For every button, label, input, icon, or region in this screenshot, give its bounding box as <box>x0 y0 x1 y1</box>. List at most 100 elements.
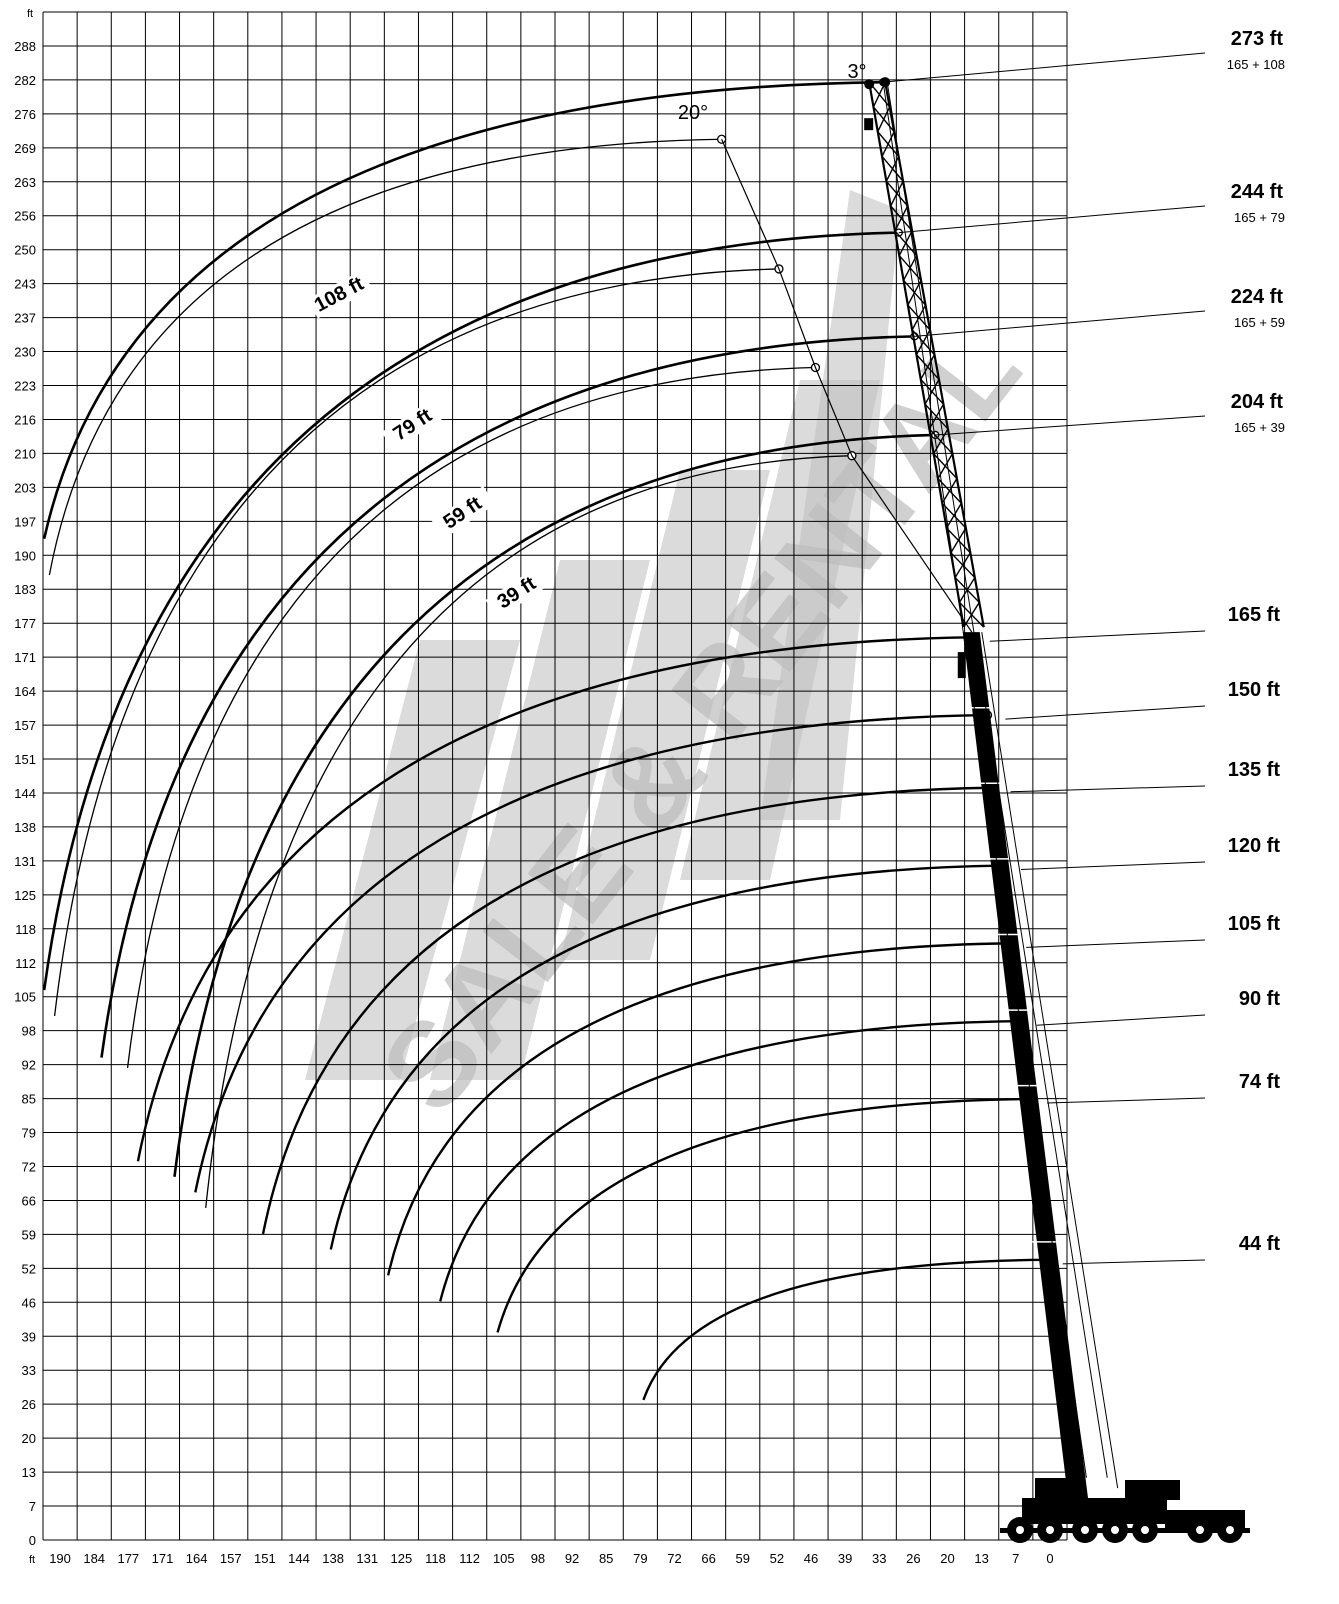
boom-length-label: 150 ft <box>1228 679 1281 701</box>
y-tick-label: 92 <box>22 1058 36 1073</box>
hook-block <box>957 652 966 679</box>
jib-config-label: 224 ft <box>1231 286 1284 308</box>
jib-radius-curve-20deg <box>48 138 722 576</box>
x-tick-label: 26 <box>906 1551 920 1566</box>
wheel-hub <box>1196 1526 1204 1534</box>
main-boom <box>962 632 1090 1515</box>
y-tick-label: 190 <box>14 548 36 563</box>
jib-lattice-brace <box>877 106 891 133</box>
jib-config-label: 244 ft <box>1231 181 1284 203</box>
offset-angle-label: 20° <box>678 102 708 124</box>
pendant-line <box>981 632 1119 1489</box>
y-tick-label: 131 <box>14 854 36 869</box>
y-tick-label: 105 <box>14 990 36 1005</box>
boom-length-label: 90 ft <box>1239 988 1280 1010</box>
wheel-hub <box>1081 1526 1089 1534</box>
x-tick-label: 66 <box>701 1551 715 1566</box>
jib-config-sublabel: 165 + 108 <box>1227 57 1285 72</box>
leader-line <box>914 310 1206 337</box>
y-tick-label: 72 <box>22 1159 36 1174</box>
y-tick-label: 125 <box>14 888 36 903</box>
axes: 0 7 13 20 26 33 39 46 52 59 66 72 79 85 92 98 105 112 118 1… <box>14 8 1053 1566</box>
y-tick-label: 20 <box>22 1431 36 1446</box>
watermark-logo-stroke <box>760 190 900 820</box>
x-tick-label: 33 <box>872 1551 886 1566</box>
x-tick-label: 138 <box>322 1551 344 1566</box>
jib-config-label: 204 ft <box>1231 391 1284 413</box>
jib-lattice-brace <box>890 180 904 207</box>
y-tick-label: 144 <box>14 786 36 801</box>
y-tick-label: 276 <box>14 107 36 122</box>
x-axis-label: ft <box>29 1554 35 1566</box>
y-tick-label: 0 <box>29 1533 36 1548</box>
boom-radius-curve <box>194 713 988 1193</box>
x-tick-label: 85 <box>599 1551 613 1566</box>
jib-radius-curve-3deg <box>42 231 899 991</box>
leader-line <box>1005 705 1206 720</box>
leader-line <box>883 52 1206 83</box>
jib-config-sublabel: 165 + 59 <box>1234 315 1285 330</box>
x-tick-label: 177 <box>117 1551 139 1566</box>
boom-radius-curve <box>386 942 1009 1276</box>
x-tick-label: 125 <box>391 1551 413 1566</box>
y-tick-label: 288 <box>14 39 36 54</box>
wheel-hub <box>1111 1526 1119 1534</box>
y-tick-label: 183 <box>14 582 36 597</box>
x-tick-label: 20 <box>940 1551 954 1566</box>
boom-length-label: 44 ft <box>1239 1233 1280 1255</box>
jib-lattice-brace <box>954 552 971 578</box>
jib-lattice-brace <box>894 205 909 232</box>
boom-length-label: 74 ft <box>1239 1071 1280 1093</box>
jib-lattice-brace <box>933 428 949 455</box>
jib-label-bg <box>431 486 496 539</box>
x-tick-label: 190 <box>49 1551 71 1566</box>
x-tick-label: 46 <box>804 1551 818 1566</box>
leader-line <box>898 205 1206 234</box>
y-tick-label: 118 <box>15 922 36 937</box>
leader-line <box>989 630 1206 642</box>
x-tick-label: 13 <box>974 1551 988 1566</box>
pendant-line <box>882 82 1087 1478</box>
leader-line <box>1021 861 1206 871</box>
jib-lattice-brace <box>945 502 962 529</box>
y-tick-label: 138 <box>14 820 36 835</box>
leader-line <box>1047 1097 1206 1104</box>
y-tick-label: 59 <box>22 1227 36 1242</box>
jib-lattice-brace <box>920 354 936 380</box>
crane-drawing <box>864 77 1250 1543</box>
jib-lattice-brace <box>924 379 940 405</box>
y-tick-label: 26 <box>22 1397 36 1412</box>
pendant-line <box>886 82 1108 1478</box>
x-tick-label: 144 <box>288 1551 310 1566</box>
jib-radius-curve-3deg <box>173 433 936 1178</box>
x-tick-label: 72 <box>667 1551 681 1566</box>
leader-line <box>1010 785 1206 793</box>
operator-cab <box>1035 1478 1075 1500</box>
wheel-hub <box>1016 1526 1024 1534</box>
x-tick-label: 164 <box>186 1551 208 1566</box>
y-tick-label: 98 <box>22 1024 36 1039</box>
y-tick-label: 256 <box>14 209 36 224</box>
boom-length-label: 165 ft <box>1228 604 1281 626</box>
jib-label-bg <box>381 398 446 451</box>
boom-radius-curve <box>496 1097 1030 1333</box>
x-tick-label: 59 <box>735 1551 749 1566</box>
jib-head-sheave <box>864 79 875 90</box>
jib-20deg-chord-line <box>721 138 973 633</box>
leader-line <box>1036 1014 1206 1026</box>
jib-radius-curve-20deg <box>205 455 852 1209</box>
y-tick-label: 210 <box>14 446 36 461</box>
boom-radius-curve <box>261 786 993 1235</box>
boom-length-label: 105 ft <box>1228 913 1281 935</box>
y-tick-label: 46 <box>22 1295 36 1310</box>
x-tick-label: 105 <box>493 1551 515 1566</box>
x-tick-label: 7 <box>1012 1551 1019 1566</box>
y-tick-label: 250 <box>14 243 36 258</box>
watermark-logo-stroke <box>430 560 650 1080</box>
y-tick-label: 230 <box>14 345 36 360</box>
boom-radius-curve <box>439 1020 1019 1302</box>
watermark: SALE & RENTAL <box>305 190 1046 1136</box>
x-tick-label: 0 <box>1046 1551 1053 1566</box>
jib-lattice-brace <box>950 527 967 554</box>
